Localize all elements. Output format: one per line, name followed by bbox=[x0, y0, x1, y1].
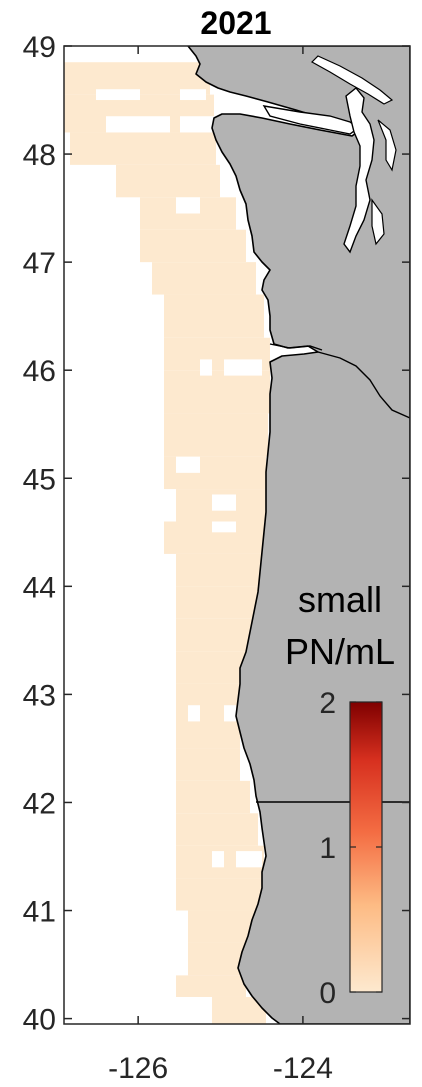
sample-gap bbox=[176, 456, 200, 473]
sample-gap bbox=[188, 705, 200, 722]
y-tick-label: 43 bbox=[23, 679, 56, 712]
y-axis: 40 41 42 43 44 45 46 47 48 49 bbox=[23, 31, 410, 1037]
sample-cell-row bbox=[188, 910, 258, 943]
sample-cell-row bbox=[152, 262, 256, 295]
sample-cell-row bbox=[140, 229, 246, 263]
sample-gap bbox=[106, 116, 170, 133]
sample-gap bbox=[212, 521, 236, 533]
y-tick-label: 44 bbox=[23, 571, 56, 604]
san-juan-channel bbox=[311, 55, 394, 105]
sample-gap bbox=[224, 359, 262, 376]
sample-cell-row bbox=[116, 164, 220, 198]
colorbar-label-line2: PN/mL bbox=[285, 631, 395, 672]
sample-gap bbox=[176, 197, 200, 214]
colorbar-label-line1: small bbox=[298, 579, 382, 620]
colorbar-tick-label: 1 bbox=[319, 832, 336, 865]
colorbar-tick-label: 0 bbox=[319, 977, 336, 1010]
sample-cell-row bbox=[176, 878, 262, 911]
sample-cell-row bbox=[176, 748, 240, 781]
y-tick-label: 46 bbox=[23, 355, 56, 388]
y-tick-label: 49 bbox=[23, 31, 56, 64]
sample-gap bbox=[180, 89, 206, 101]
sample-gap bbox=[212, 494, 236, 511]
sample-cell-row bbox=[70, 132, 216, 165]
sample-cell-row bbox=[176, 586, 260, 619]
chart-title: 2021 bbox=[200, 5, 271, 41]
y-tick-label: 45 bbox=[23, 463, 56, 496]
sample-cell-row bbox=[176, 975, 246, 997]
axes-frame bbox=[63, 45, 411, 1025]
sample-cell-row bbox=[164, 413, 268, 457]
x-axis: -126 -124 bbox=[108, 46, 333, 1085]
x-tick-label: -126 bbox=[108, 1052, 168, 1085]
sample-cell-row bbox=[176, 813, 258, 846]
sample-gap bbox=[236, 851, 262, 868]
sample-cell-row bbox=[176, 618, 256, 652]
y-tick-label: 40 bbox=[23, 1004, 56, 1037]
inlet bbox=[377, 119, 397, 172]
sample-cell-row bbox=[164, 370, 270, 414]
columbia-river bbox=[269, 343, 323, 351]
sample-cell-row bbox=[176, 780, 250, 814]
sample-cell-row bbox=[176, 553, 262, 587]
sample-gap bbox=[180, 116, 214, 133]
inlet bbox=[371, 198, 385, 246]
y-tick-label: 42 bbox=[23, 787, 56, 820]
sample-gap bbox=[212, 851, 224, 868]
sample-gap bbox=[224, 705, 236, 722]
y-tick-label: 41 bbox=[23, 896, 56, 929]
x-tick-label: -124 bbox=[273, 1052, 333, 1085]
colorbar-ticks: 0 1 2 bbox=[319, 687, 382, 1010]
wa-or-border bbox=[317, 351, 410, 419]
y-tick-label: 47 bbox=[23, 247, 56, 280]
sample-cell-row bbox=[164, 294, 264, 338]
sample-cells bbox=[64, 62, 270, 1024]
sample-cell-row bbox=[176, 651, 250, 684]
sample-gap bbox=[200, 359, 212, 376]
puget-sound bbox=[343, 87, 375, 254]
colorbar-tick-label: 2 bbox=[319, 687, 336, 720]
y-tick-label: 48 bbox=[23, 139, 56, 172]
sample-gap bbox=[96, 89, 140, 101]
